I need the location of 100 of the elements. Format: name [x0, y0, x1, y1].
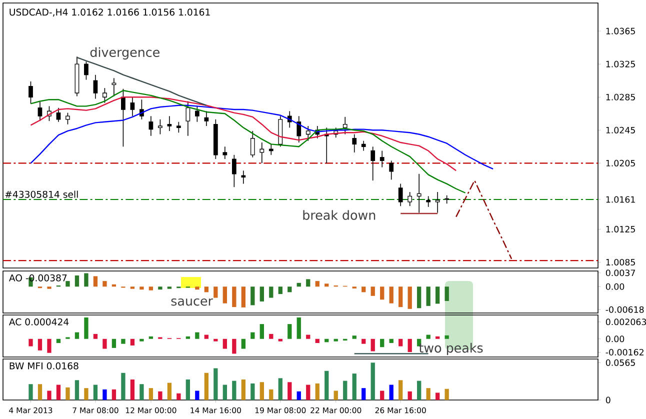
bar: [436, 392, 440, 400]
bar: [444, 335, 449, 339]
bar: [370, 338, 375, 352]
bar: [130, 379, 135, 400]
bar: [426, 334, 430, 339]
candlestick: [121, 88, 126, 148]
bar: [278, 286, 282, 294]
y-tick-label: 0.0037: [606, 270, 635, 276]
bar: [214, 338, 218, 342]
bar: [417, 286, 422, 308]
bar: [176, 393, 181, 400]
bar: [195, 332, 200, 339]
bar: [260, 324, 264, 339]
candlestick: [435, 192, 440, 214]
bar: [417, 380, 422, 400]
y-tick-label: 1.0245: [606, 126, 635, 134]
bar: [315, 383, 320, 400]
bar: [288, 286, 292, 292]
candlestick: [398, 183, 403, 206]
bar: [296, 317, 301, 339]
candlestick: [268, 144, 274, 156]
bar: [288, 382, 292, 400]
candlestick: [361, 140, 366, 152]
bar: [140, 338, 144, 342]
bar: [260, 382, 264, 400]
bar: [436, 336, 440, 339]
candlestick: [260, 142, 264, 164]
bar: [408, 391, 412, 400]
bar: [324, 370, 329, 400]
bar: [84, 388, 88, 400]
bar: [362, 286, 366, 292]
annotation: break down: [303, 210, 376, 220]
bar: [167, 382, 172, 400]
ref-line-label: #43305814 sell: [5, 190, 78, 198]
bar: [306, 334, 310, 339]
bar: [269, 286, 274, 298]
bar: [250, 332, 255, 339]
bar: [426, 286, 430, 306]
bar: [84, 273, 88, 287]
bar: [186, 379, 190, 400]
candlestick: [241, 170, 246, 184]
bar: [93, 276, 98, 287]
candlestick: [38, 102, 42, 122]
bar: [56, 384, 61, 400]
bar: [380, 286, 384, 300]
bar: [158, 391, 162, 400]
bar: [28, 338, 33, 346]
candlestick: [158, 119, 162, 135]
bar: [444, 286, 449, 301]
bar: [214, 368, 218, 400]
bar: [204, 286, 209, 292]
bar: [408, 338, 412, 352]
bar: [56, 338, 61, 343]
bar: [112, 389, 116, 400]
bar: [232, 286, 236, 308]
bar: [334, 338, 338, 342]
candlestick: [352, 134, 357, 153]
bar: [148, 336, 154, 339]
bar: [306, 384, 310, 400]
candlestick: [416, 173, 422, 214]
candlestick: [204, 110, 209, 126]
bar: [140, 286, 144, 290]
candlestick: [167, 116, 172, 132]
bar: [426, 388, 430, 400]
candlestick: [222, 146, 228, 160]
candlestick: [408, 192, 412, 206]
bar: [232, 338, 236, 354]
bar: [232, 380, 236, 400]
bar: [102, 389, 107, 400]
bar: [186, 336, 190, 339]
bar: [102, 281, 107, 287]
candlestick: [56, 107, 61, 122]
y-tick-label: 1.0325: [606, 60, 635, 68]
candlestick: [176, 121, 181, 134]
bar: [195, 390, 200, 400]
y-tick-label: 0.0565: [606, 359, 635, 366]
bar: [102, 338, 107, 349]
bar: [74, 275, 80, 287]
candlestick: [306, 126, 310, 142]
bar: [408, 286, 412, 309]
bar: [214, 286, 218, 298]
bar: [204, 372, 209, 400]
bar: [74, 380, 80, 400]
candlestick: [66, 112, 70, 125]
bar: [343, 380, 348, 400]
bar: [112, 338, 116, 348]
annotation: divergence: [90, 47, 160, 60]
y-tick-label: -0.00162: [606, 348, 644, 356]
bar: [315, 281, 320, 287]
bar: [370, 362, 375, 400]
bar: [84, 317, 88, 339]
bar: [380, 390, 384, 400]
bar: [296, 282, 301, 287]
text: USDCAD-,H4 1.0162 1.0166 1.0156 1.0161: [10, 8, 210, 17]
y-tick-label: 1.0125: [606, 226, 635, 232]
bar: [296, 391, 301, 400]
bar: [158, 286, 162, 290]
bar: [93, 334, 98, 339]
chart-title: BW MFI 0.0168: [10, 362, 78, 370]
candlestick: [232, 154, 236, 188]
